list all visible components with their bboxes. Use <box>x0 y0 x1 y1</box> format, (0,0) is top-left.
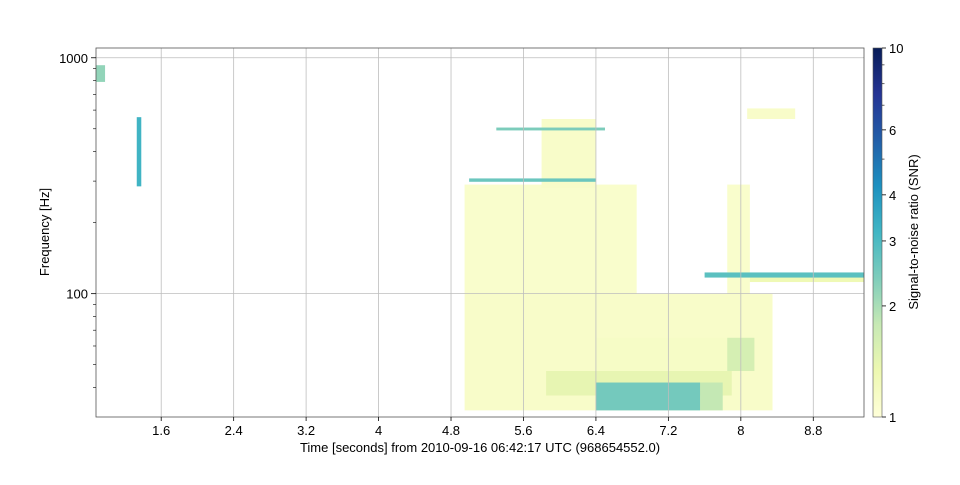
axes-layer: 1.6 2.4 3.2 4 4.8 5.6 6.4 7.2 8 8.8 100 1000 <box>59 47 865 438</box>
x-tick-label: 2.4 <box>225 423 243 438</box>
colorbar-gradient <box>872 47 883 418</box>
tile <box>595 337 732 372</box>
tile <box>727 184 750 294</box>
colorbar-tick-label: 10 <box>889 41 903 56</box>
colorbar-tick-label: 3 <box>889 234 896 249</box>
y-tick-label: 1000 <box>59 51 88 66</box>
colorbar-tick-label: 6 <box>889 123 896 138</box>
x-tick-label: 7.2 <box>659 423 677 438</box>
x-tick-label: 8 <box>737 423 744 438</box>
x-tick-label: 4 <box>375 423 382 438</box>
tile <box>749 274 864 283</box>
tile <box>704 272 864 278</box>
x-tick-label: 6.4 <box>587 423 605 438</box>
colorbar: 1 2 3 4 6 10 <box>872 41 903 425</box>
tile <box>469 178 596 182</box>
x-tick-label: 4.8 <box>442 423 460 438</box>
grid-layer <box>96 48 864 417</box>
tile <box>541 119 596 189</box>
colorbar-tick-label: 4 <box>889 188 896 203</box>
tile <box>595 382 701 411</box>
y-axis-label: Frequency [Hz] <box>37 188 52 276</box>
tile <box>136 117 142 187</box>
colorbar-tick-label: 2 <box>889 299 896 314</box>
tile <box>96 65 106 82</box>
colorbar-label: Signal-to-noise ratio (SNR) <box>906 154 921 309</box>
tile <box>496 127 605 131</box>
tile <box>464 184 637 294</box>
x-axis-label: Time [seconds] from 2010-09-16 06:42:17 … <box>300 440 660 455</box>
x-tick-label: 1.6 <box>152 423 170 438</box>
tile <box>700 382 723 411</box>
tile <box>747 108 796 120</box>
x-tick-label: 3.2 <box>297 423 315 438</box>
y-tick-label: 100 <box>66 287 88 302</box>
colorbar-tick-label: 1 <box>889 410 896 425</box>
tiles-layer <box>96 65 864 411</box>
plot-frame <box>95 47 865 418</box>
x-tick-label: 5.6 <box>514 423 532 438</box>
x-tick-label: 8.8 <box>804 423 822 438</box>
